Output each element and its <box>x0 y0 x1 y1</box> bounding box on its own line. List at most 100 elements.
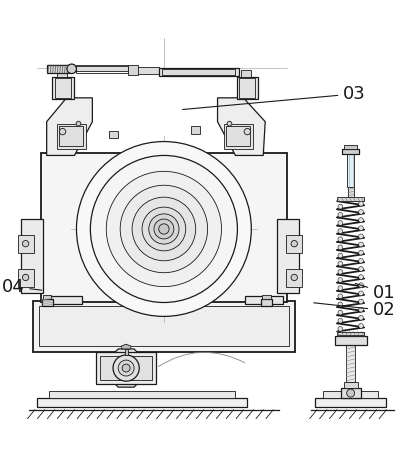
Bar <box>241 70 252 77</box>
Circle shape <box>359 324 363 328</box>
Bar <box>43 295 51 298</box>
Bar <box>335 336 367 345</box>
Circle shape <box>142 207 186 251</box>
Circle shape <box>338 270 343 274</box>
Circle shape <box>77 142 252 316</box>
Bar <box>49 391 235 398</box>
Circle shape <box>338 278 343 283</box>
Bar <box>159 68 239 76</box>
Bar <box>96 352 156 384</box>
Circle shape <box>338 318 343 323</box>
Bar <box>223 124 253 149</box>
Circle shape <box>120 185 208 273</box>
Bar <box>77 67 128 71</box>
Circle shape <box>244 128 251 135</box>
Circle shape <box>359 291 363 296</box>
Bar <box>100 356 152 380</box>
Circle shape <box>22 240 29 247</box>
Circle shape <box>227 122 232 126</box>
Bar <box>348 187 354 197</box>
Polygon shape <box>218 98 265 155</box>
Bar <box>125 349 128 355</box>
Bar <box>162 69 235 75</box>
Circle shape <box>338 212 343 217</box>
Bar <box>57 124 86 149</box>
Text: 01: 01 <box>355 284 396 302</box>
Circle shape <box>76 122 81 126</box>
Bar <box>18 235 33 253</box>
Bar <box>191 126 200 134</box>
Circle shape <box>359 202 363 206</box>
Bar <box>245 296 283 305</box>
Circle shape <box>359 250 363 255</box>
Bar <box>59 126 83 145</box>
Bar <box>323 391 379 398</box>
Circle shape <box>359 299 363 304</box>
Bar <box>18 269 33 287</box>
Polygon shape <box>47 98 92 155</box>
Circle shape <box>359 274 363 279</box>
Circle shape <box>90 155 237 302</box>
Bar <box>237 77 258 99</box>
Bar <box>33 301 295 352</box>
Circle shape <box>132 197 196 261</box>
Bar <box>342 148 359 154</box>
Circle shape <box>347 389 354 397</box>
Circle shape <box>67 64 77 74</box>
Circle shape <box>359 258 363 263</box>
Circle shape <box>59 128 66 135</box>
Circle shape <box>359 283 363 288</box>
Circle shape <box>338 220 343 225</box>
Circle shape <box>338 310 343 315</box>
Circle shape <box>338 253 343 258</box>
Bar <box>347 153 354 187</box>
Text: 04: 04 <box>2 278 42 296</box>
Circle shape <box>113 355 139 381</box>
Circle shape <box>122 364 130 372</box>
Bar <box>21 219 43 292</box>
Circle shape <box>359 266 363 271</box>
Bar <box>226 126 250 145</box>
Bar <box>47 65 68 73</box>
Bar <box>337 332 364 335</box>
Bar <box>239 78 255 98</box>
Circle shape <box>291 240 298 247</box>
Bar <box>39 306 289 346</box>
Bar <box>277 219 299 292</box>
Bar <box>261 298 272 306</box>
Polygon shape <box>107 349 145 387</box>
Bar <box>37 398 247 407</box>
Bar <box>346 345 355 382</box>
Circle shape <box>159 224 169 234</box>
Circle shape <box>338 237 343 242</box>
Circle shape <box>338 327 343 331</box>
Bar <box>286 235 302 253</box>
Circle shape <box>22 274 29 281</box>
Circle shape <box>338 294 343 299</box>
Bar <box>41 153 287 302</box>
Circle shape <box>338 261 343 266</box>
Bar <box>77 65 128 73</box>
Bar <box>337 332 364 336</box>
Bar <box>135 67 159 74</box>
Bar <box>57 70 67 77</box>
Bar <box>45 296 83 305</box>
Bar <box>55 78 70 98</box>
Bar <box>128 65 138 75</box>
Circle shape <box>338 286 343 291</box>
Bar <box>262 295 271 298</box>
Bar <box>341 388 361 398</box>
Circle shape <box>359 307 363 312</box>
Bar <box>344 382 358 388</box>
Circle shape <box>291 274 298 281</box>
Bar <box>109 131 118 138</box>
Bar <box>52 77 74 99</box>
Circle shape <box>338 204 343 209</box>
Circle shape <box>106 171 221 287</box>
Circle shape <box>359 315 363 320</box>
Circle shape <box>118 360 134 376</box>
Text: 02: 02 <box>314 302 396 319</box>
Circle shape <box>149 214 179 244</box>
Bar <box>337 197 364 201</box>
Circle shape <box>359 226 363 230</box>
